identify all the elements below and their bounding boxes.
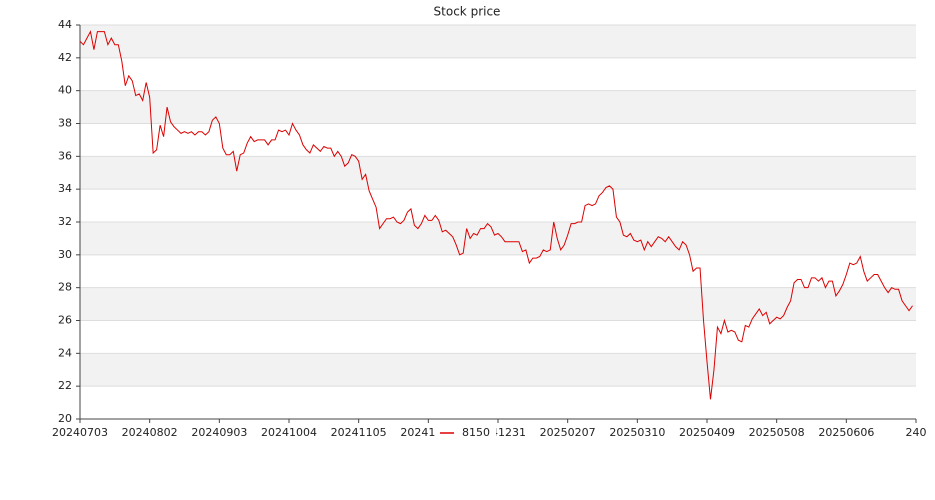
grid-band (80, 25, 916, 58)
x-tick-label: 240 (906, 426, 927, 439)
x-tick-label: 20250310 (609, 426, 665, 439)
x-tick-label: 20240802 (122, 426, 178, 439)
x-tick-label: 20250508 (749, 426, 805, 439)
chart-title: Stock price (434, 5, 501, 19)
y-tick-label: 44 (58, 18, 72, 31)
y-tick-label: 28 (58, 281, 72, 294)
x-tick-label: 20241105 (331, 426, 387, 439)
legend: 8150 (436, 425, 496, 441)
y-tick-label: 22 (58, 379, 72, 392)
y-tick-label: 20 (58, 412, 72, 425)
legend-label: 8150 (462, 426, 490, 439)
y-tick-label: 36 (58, 149, 72, 162)
x-tick-label: 20250606 (818, 426, 874, 439)
y-tick-label: 26 (58, 314, 72, 327)
x-tick-label: 20240903 (191, 426, 247, 439)
y-tick-label: 40 (58, 84, 72, 97)
y-tick-label: 24 (58, 346, 72, 359)
grid-band (80, 287, 916, 321)
legend-box (436, 425, 496, 441)
line-series (79, 30, 913, 400)
x-tick-label: 20241004 (261, 426, 317, 439)
y-tick-label: 38 (58, 117, 72, 130)
x-tick-label: 20250409 (679, 426, 735, 439)
grid-band (80, 156, 916, 190)
grid-band (80, 222, 916, 255)
y-tick-label: 30 (58, 248, 72, 261)
y-tick-label: 32 (58, 215, 72, 228)
y-tick-label: 34 (58, 182, 72, 195)
y-tick-label: 42 (58, 51, 72, 64)
x-tick-label: 20250207 (540, 426, 596, 439)
x-tick-label: 20240703 (52, 426, 108, 439)
grid-band (80, 353, 916, 387)
grid-band (80, 90, 916, 124)
